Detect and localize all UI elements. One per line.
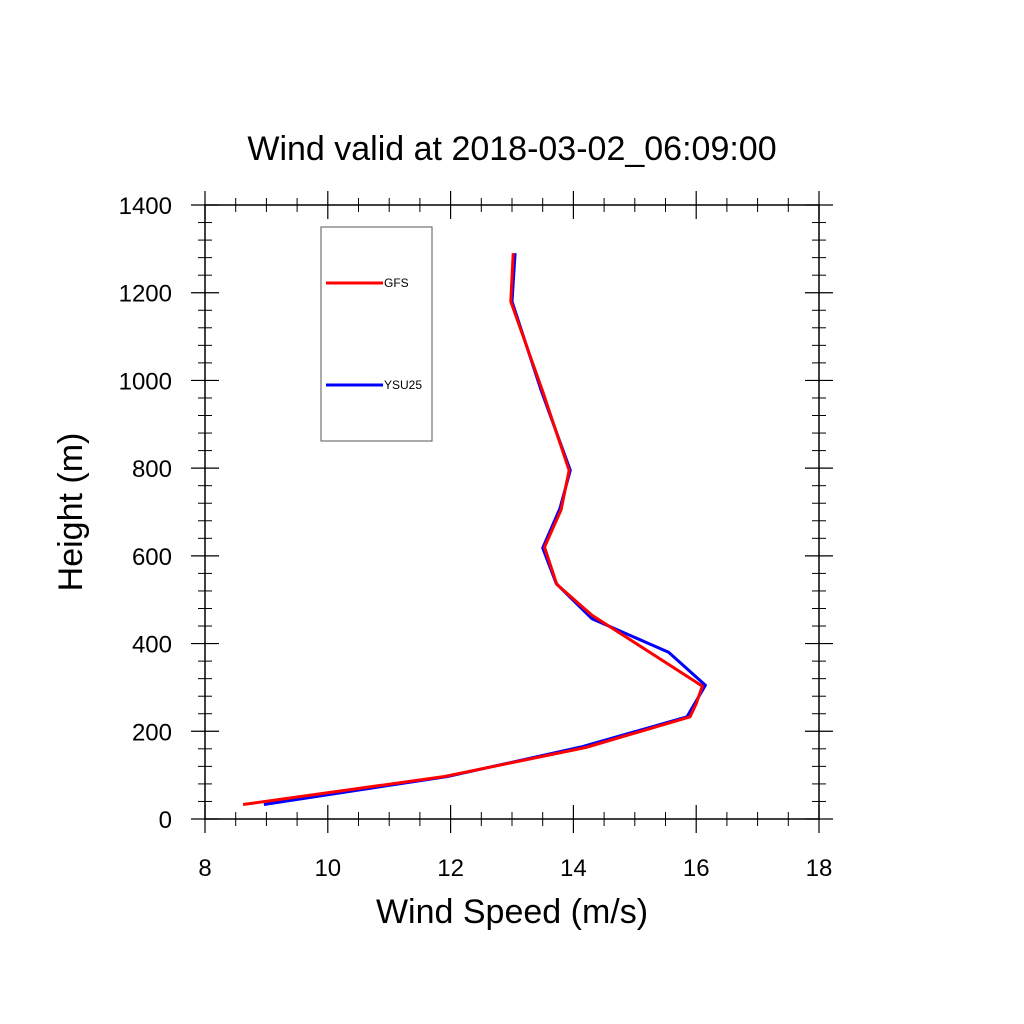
y-tick-label: 600 (132, 544, 172, 571)
axis-ticks (191, 191, 833, 833)
y-tick-label: 800 (132, 456, 172, 483)
x-tick-label: 12 (437, 855, 464, 882)
x-tick-label: 16 (683, 855, 710, 882)
legend-box (320, 226, 433, 442)
tick-labels: 8 10 12 14 16 18 0 200 400 600 800 1000 1200 1400 (119, 193, 833, 882)
y-tick-label: 1200 (119, 281, 172, 308)
legend-label-gfs: GFS (384, 276, 409, 290)
legend: GFS YSU25 (320, 226, 433, 442)
x-tick-label: 10 (314, 855, 341, 882)
legend-label-ysu25: YSU25 (384, 378, 422, 392)
y-tick-label: 400 (132, 632, 172, 659)
series-line-gfs (242, 253, 704, 806)
y-tick-label: 200 (132, 719, 172, 746)
series-lines (242, 253, 707, 806)
y-tick-label: 1000 (119, 368, 172, 395)
y-axis-label: Height (m) (52, 433, 90, 592)
x-tick-label: 14 (560, 855, 587, 882)
y-tick-label: 1400 (119, 193, 172, 220)
chart-title: Wind valid at 2018-03-02_06:09:00 (247, 130, 776, 168)
x-axis-label: Wind Speed (m/s) (376, 893, 648, 931)
y-tick-label: 0 (159, 807, 172, 834)
x-tick-label: 18 (806, 855, 833, 882)
x-tick-label: 8 (198, 855, 211, 882)
